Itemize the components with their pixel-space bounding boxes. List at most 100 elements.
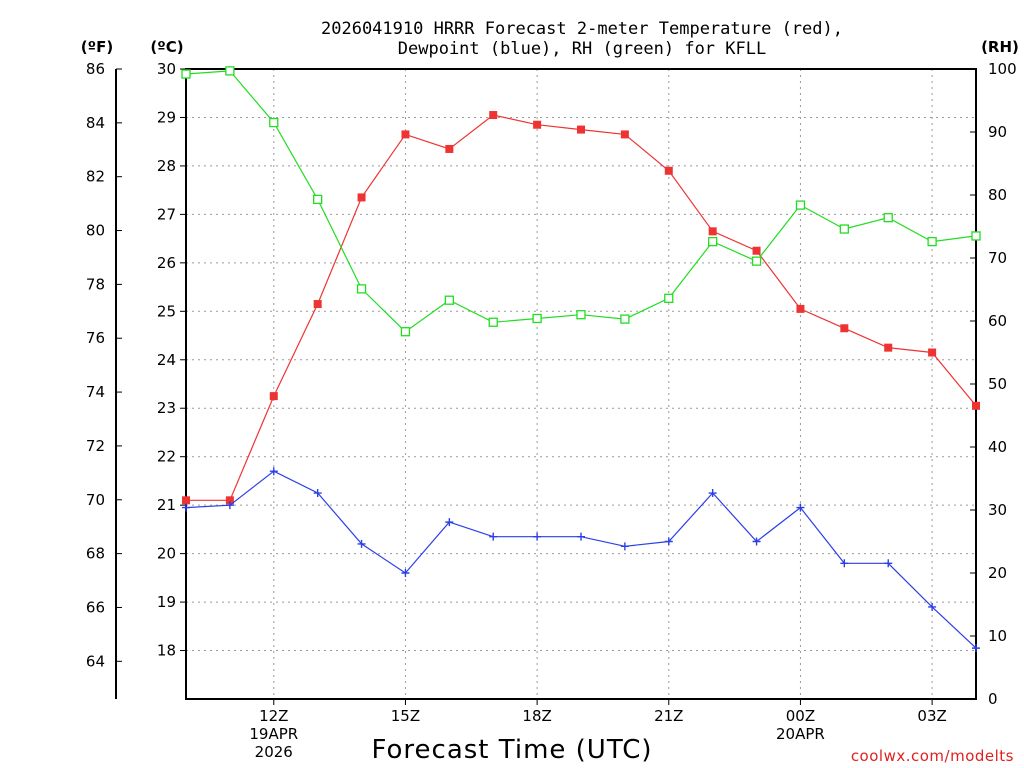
rh-point [751,256,762,266]
fahrenheit-tick-label: 80 [86,222,105,240]
temperature-point [884,343,893,352]
rh-point [181,69,191,79]
rh-tick-label: 60 [988,312,1007,330]
fahrenheit-tick-label: 86 [86,60,105,78]
dewpoint-point [972,644,980,653]
dewpoint-point [884,559,893,568]
dewpoint-point [182,503,190,512]
temperature-point [577,125,585,134]
rh-tick-label: 70 [988,249,1007,267]
celsius-tick-label: 27 [157,205,176,223]
x-tick-label: 00Z [786,707,815,725]
dewpoint-point [796,503,805,512]
chart-title-line-2: Dewpoint (blue), RH (green) for KFLL [398,39,766,59]
dewpoint-line [185,470,977,649]
rh-tick-label: 40 [988,438,1007,456]
temperature-line [186,114,977,501]
rh-point [225,66,235,76]
rh-tick-label: 50 [988,375,1007,393]
rh-tick-label: 80 [988,186,1007,204]
dewpoint-point [533,532,542,541]
fahrenheit-unit-label: (ºF) [81,38,113,56]
fahrenheit-tick-label: 70 [86,491,105,509]
temperature-point [489,111,498,120]
rh-point [400,327,411,337]
x-tick-label: 03Z [917,707,946,725]
temperature-point [401,130,410,139]
x-tick-label: 19APR [249,725,298,743]
rh-point [664,293,674,303]
rh-point [620,314,630,324]
temperature-point [796,304,805,313]
fahrenheit-tick-label: 68 [86,545,105,563]
rh-point [488,317,498,327]
x-tick-label: 20APR [776,725,825,743]
temperature-point [269,392,278,401]
fahrenheit-tick-label: 76 [86,329,105,347]
fahrenheit-tick-label: 82 [86,168,105,186]
rh-point [971,231,981,241]
temperature-point [840,324,849,333]
rh-tick-label: 10 [988,627,1007,645]
rh-tick-label: 0 [988,690,998,708]
fahrenheit-tick-label: 74 [86,383,105,401]
celsius-tick-label: 19 [157,593,176,611]
rh-tick-label: 90 [988,123,1007,141]
rh-point [269,117,279,128]
temperature-point [313,300,322,309]
rh-point [532,313,542,324]
temperature-point [752,246,761,255]
temperature-point [225,496,234,505]
temperature-point [620,130,629,139]
rh-point [576,310,586,320]
dewpoint-point [620,542,629,551]
temperature-point [664,166,673,175]
dewpoint-point [401,569,410,577]
temperature-point [708,227,717,236]
dewpoint-point [664,537,673,546]
rh-point [883,213,893,223]
dewpoint-point [577,532,585,541]
celsius-tick-label: 22 [157,448,176,466]
rh-tick-label: 100 [988,60,1017,78]
x-axis-title: Forecast Time (UTC) [371,735,652,765]
temperature-point [533,120,542,129]
rh-point [839,224,849,234]
rh-point [927,236,937,247]
dewpoint-point [269,467,278,476]
celsius-tick-label: 21 [157,496,176,514]
celsius-tick-label: 23 [157,399,176,417]
celsius-tick-label: 30 [157,60,176,78]
celsius-tick-label: 20 [157,545,176,563]
fahrenheit-tick-label: 66 [86,598,105,616]
celsius-tick-label: 25 [157,302,176,320]
credit-link[interactable]: coolwx.com/modelts [851,747,1014,765]
dewpoint-point [489,532,498,541]
celsius-tick-label: 29 [157,108,176,126]
celsius-tick-label: 28 [157,157,176,175]
fahrenheit-tick-label: 78 [86,275,105,293]
x-tick-label: 21Z [654,707,683,725]
fahrenheit-tick-label: 84 [86,114,105,132]
dewpoint-point [313,489,322,498]
fahrenheit-tick-label: 64 [86,652,105,670]
rh-point [356,284,367,294]
rh-point [313,194,323,205]
x-tick-label: 12Z [259,707,288,725]
x-tick-label: 18Z [522,707,551,725]
dewpoint-point [445,518,454,527]
rh-tick-label: 30 [988,501,1007,519]
x-tick-label: 2026 [255,743,293,761]
dewpoint-point [225,501,234,510]
data-series [181,66,981,653]
rh-tick-label: 20 [988,564,1007,582]
rh-line [185,70,977,333]
dewpoint-point [357,539,366,548]
temperature-point [182,496,190,505]
plot-frame [185,68,977,700]
axes: 30 29 28 27 26 25 24 23 22 21 20 19 18 86 84 82 80 78 76 74… [86,60,1017,708]
rh-point [444,295,454,305]
temperature-point [972,401,980,410]
